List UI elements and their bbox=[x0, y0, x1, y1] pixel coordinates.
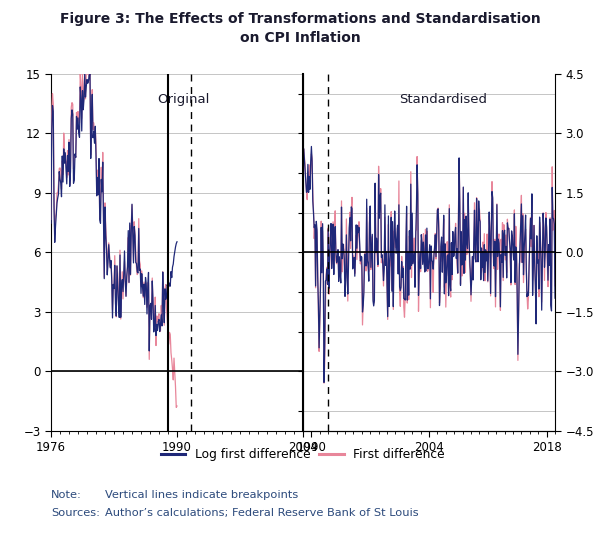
Text: Original: Original bbox=[157, 94, 209, 106]
Text: Figure 3: The Effects of Transformations and Standardisation: Figure 3: The Effects of Transformations… bbox=[59, 12, 541, 26]
Text: Author’s calculations; Federal Reserve Bank of St Louis: Author’s calculations; Federal Reserve B… bbox=[105, 508, 419, 518]
Text: Vertical lines indicate breakpoints: Vertical lines indicate breakpoints bbox=[105, 490, 298, 500]
Text: on CPI Inflation: on CPI Inflation bbox=[239, 31, 361, 45]
Text: Standardised: Standardised bbox=[399, 94, 487, 106]
Text: Note:: Note: bbox=[51, 490, 82, 500]
Text: Sources:: Sources: bbox=[51, 508, 100, 518]
Legend: Log first difference, First difference: Log first difference, First difference bbox=[156, 443, 450, 466]
